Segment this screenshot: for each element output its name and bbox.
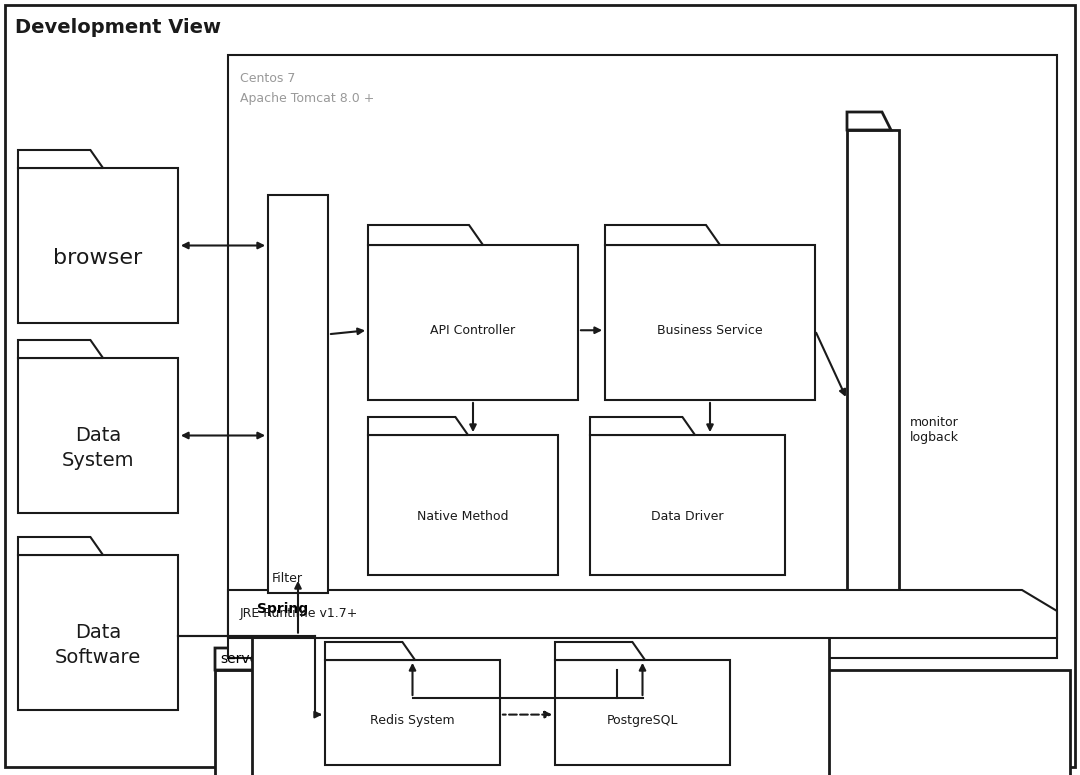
Bar <box>228 55 1057 658</box>
Polygon shape <box>368 417 468 435</box>
Text: PostgreSQL: PostgreSQL <box>607 715 678 728</box>
Bar <box>18 168 178 323</box>
Bar <box>252 620 829 775</box>
Bar <box>18 555 178 710</box>
Text: Native Method: Native Method <box>417 510 509 522</box>
Polygon shape <box>590 417 696 435</box>
Text: server: server <box>220 652 264 666</box>
Bar <box>325 660 500 765</box>
Polygon shape <box>18 340 103 358</box>
Bar <box>368 245 578 400</box>
Bar <box>847 130 899 620</box>
Bar <box>215 670 1070 775</box>
Text: Data
System: Data System <box>62 426 134 470</box>
Polygon shape <box>228 590 1057 638</box>
Text: Centos 7: Centos 7 <box>240 72 295 85</box>
Polygon shape <box>215 648 325 670</box>
Text: Business Service: Business Service <box>658 324 762 337</box>
Polygon shape <box>847 112 891 130</box>
Text: Data
Software: Data Software <box>55 623 141 667</box>
Text: browser: browser <box>53 248 143 268</box>
Text: API Controller: API Controller <box>431 324 515 337</box>
Bar <box>368 435 558 575</box>
Bar <box>268 195 328 593</box>
Polygon shape <box>18 150 103 168</box>
Polygon shape <box>325 642 415 660</box>
Text: Spring: Spring <box>257 602 308 616</box>
Bar <box>605 245 815 400</box>
Polygon shape <box>368 225 483 245</box>
Polygon shape <box>605 225 720 245</box>
Text: Apache Tomcat 8.0 +: Apache Tomcat 8.0 + <box>240 92 375 105</box>
Text: Filter: Filter <box>272 572 303 585</box>
Bar <box>18 358 178 513</box>
Text: Development View: Development View <box>15 18 221 37</box>
Polygon shape <box>555 642 645 660</box>
Text: JRE Runtime v1.7+: JRE Runtime v1.7+ <box>240 608 359 621</box>
Polygon shape <box>18 537 103 555</box>
Text: monitor
logback: monitor logback <box>910 416 959 444</box>
Bar <box>555 660 730 765</box>
Text: Data Driver: Data Driver <box>651 510 724 522</box>
Polygon shape <box>252 598 372 620</box>
Bar <box>590 435 785 575</box>
Text: Redis System: Redis System <box>370 715 455 728</box>
